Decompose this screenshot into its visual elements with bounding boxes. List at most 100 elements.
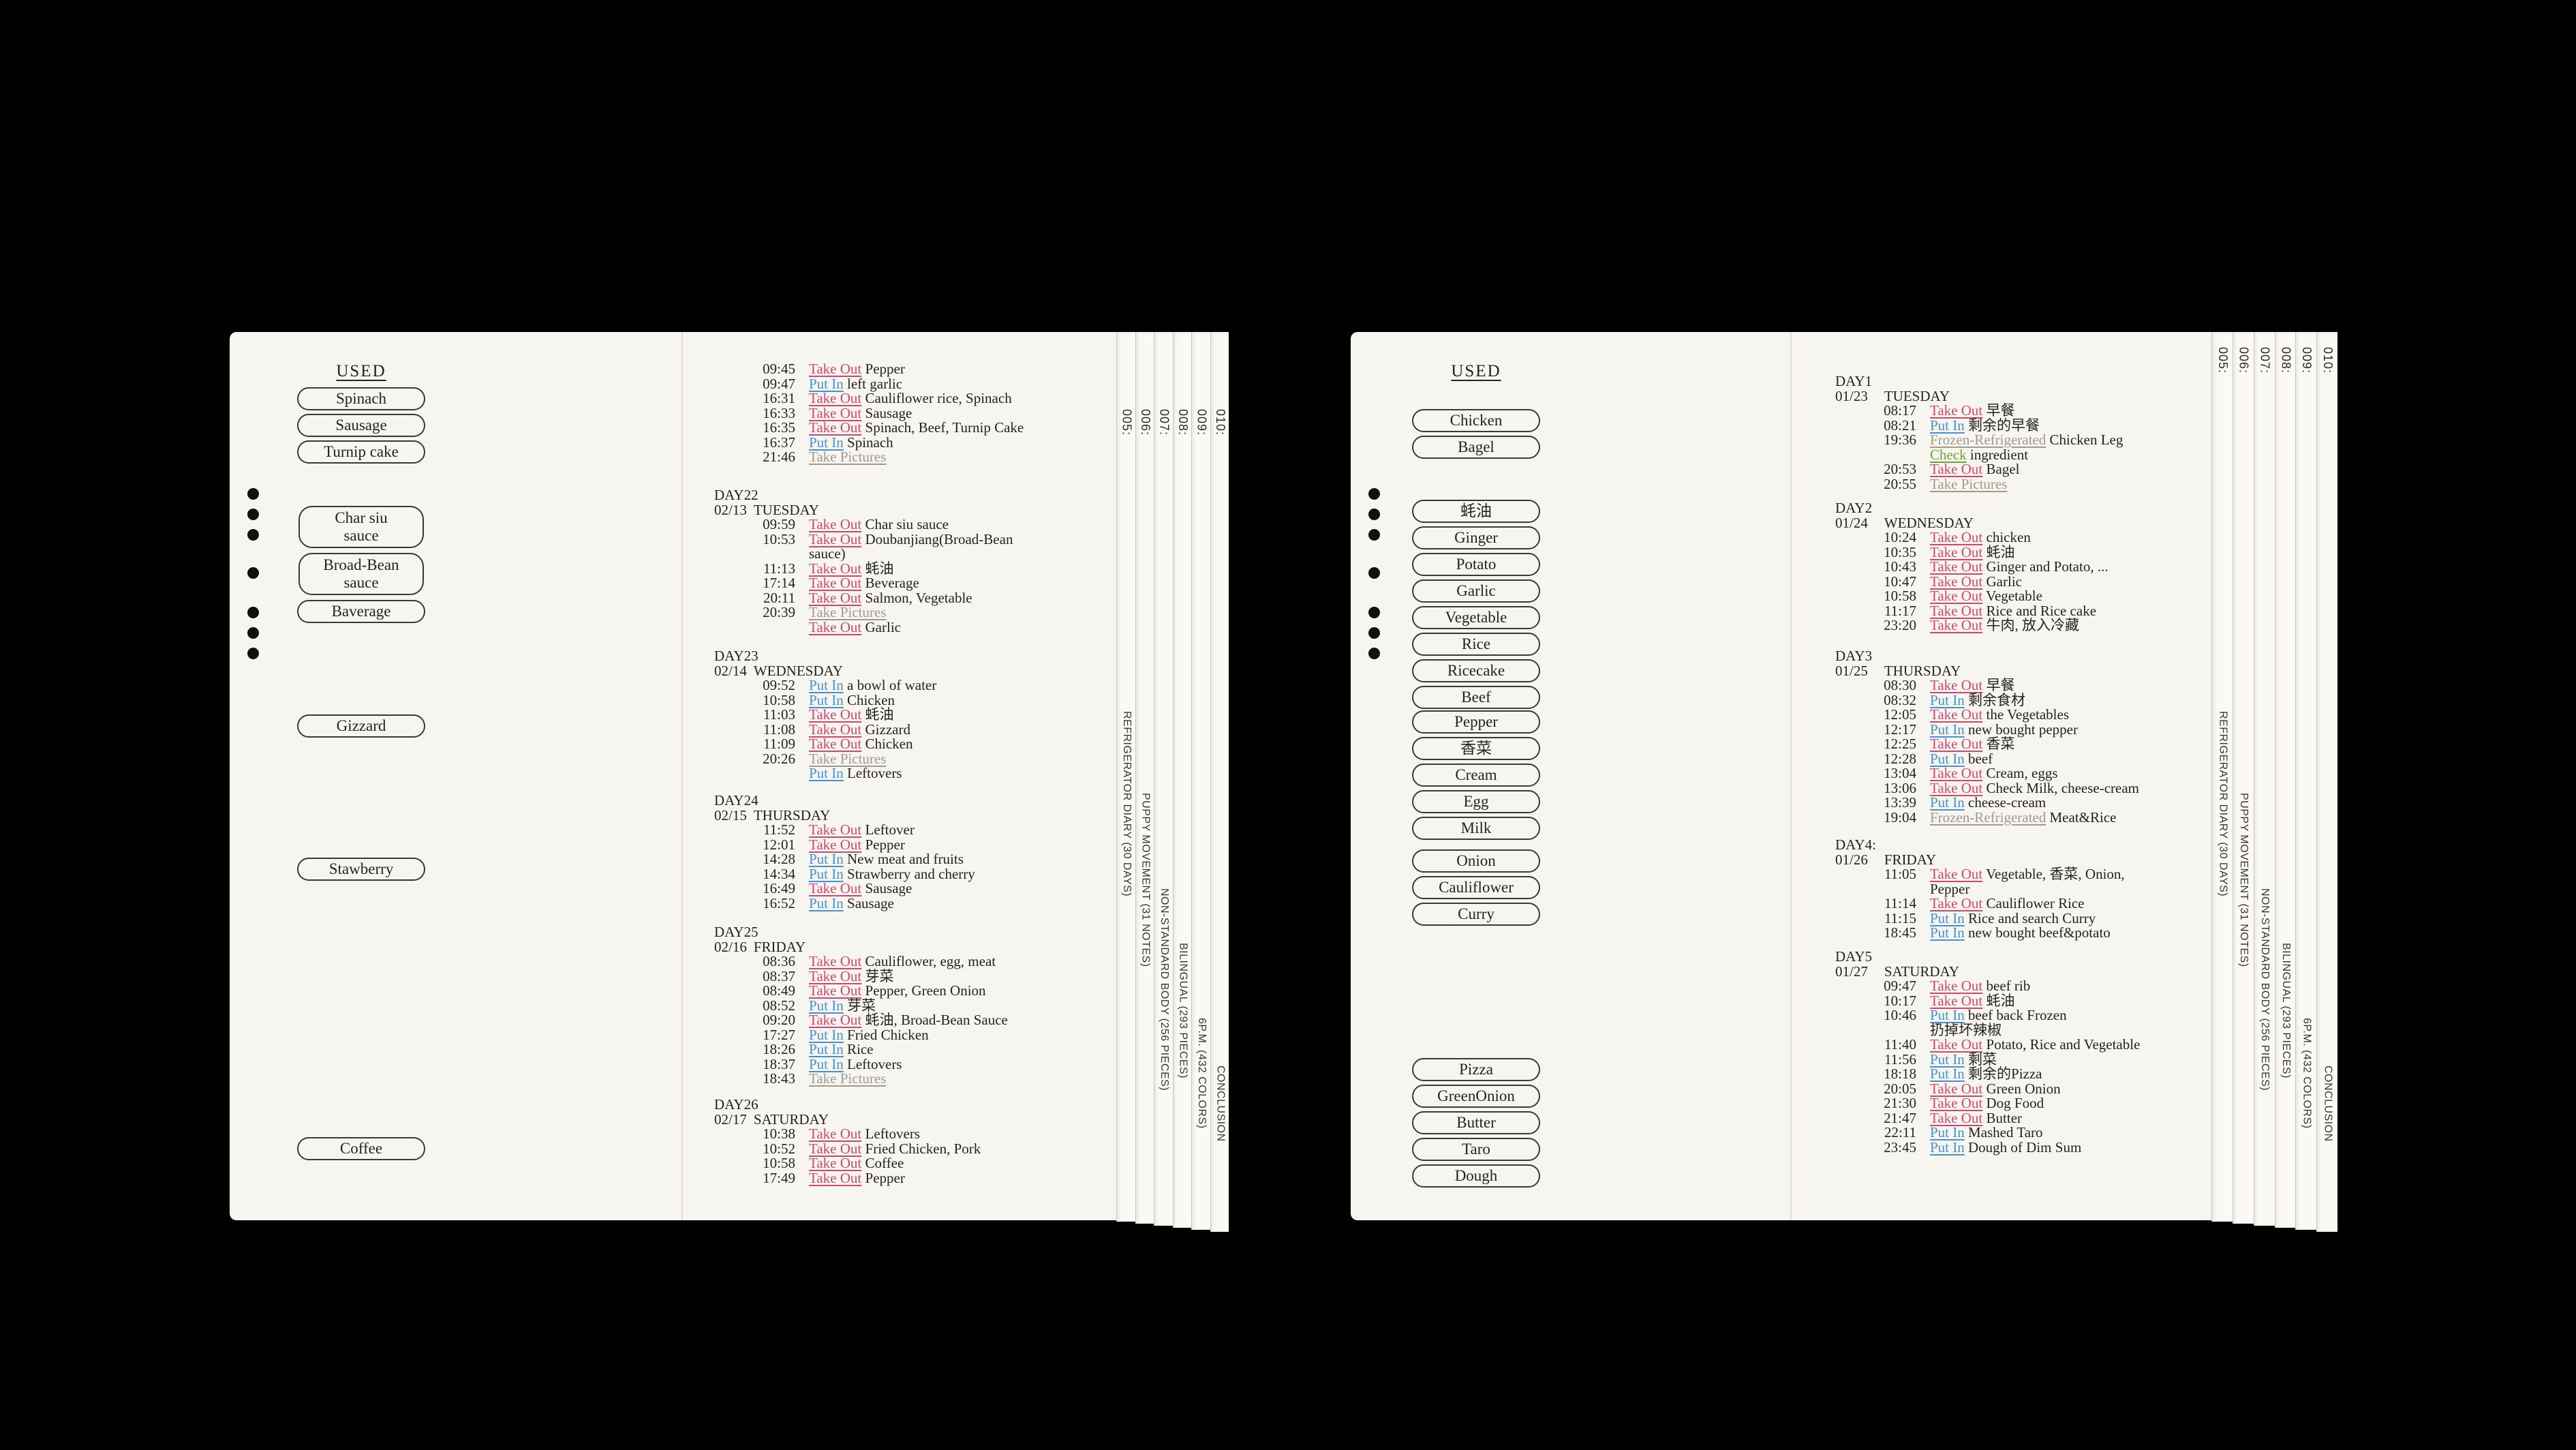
log-time: 21:47 — [1884, 1109, 1916, 1126]
day-weekday: FRIDAY — [753, 938, 806, 955]
log-item: beef — [1964, 750, 1993, 767]
day-number: DAY24 — [714, 792, 758, 809]
log-row: 17:14 Take Out Beverage — [707, 575, 1102, 591]
action-take-out: Take Out — [1930, 1095, 1983, 1111]
action-put-in: Put In — [809, 1055, 844, 1072]
log-entry: Take Out 牛肉, 放入冷藏 — [1930, 618, 2079, 633]
log-item: Gizzard — [861, 721, 910, 738]
log-entry: Put In 剩余的Pizza — [1930, 1066, 2042, 1082]
action-put-in: Put In — [1930, 1124, 1965, 1141]
log-time: 23:20 — [1884, 617, 1916, 633]
log-time — [1828, 1023, 1916, 1038]
page-edge-tab: 005: REFRIGERATOR DIARY (30 DAYS) — [2211, 332, 2233, 1222]
log-time: 16:33 — [763, 404, 795, 421]
day-date-line: 02/16 FRIDAY — [707, 938, 1102, 955]
log-time: 20:39 — [763, 604, 795, 620]
log-row: 12:25 Take Out 香菜 — [1828, 736, 2223, 752]
log-entry: Put In cheese-cream — [1930, 795, 2046, 811]
log-row: 10:52 Take Out Fried Chicken, Pork — [707, 1141, 1102, 1157]
log-item: Sausage — [861, 880, 913, 896]
log-item: Pepper — [861, 1169, 905, 1186]
day-number: DAY25 — [714, 924, 758, 940]
day-block: DAY3 01/25 THURSDAY 08:30 Take Out 早餐 08:32 Pu… — [1828, 648, 2223, 825]
log-time: 18:43 — [763, 1070, 795, 1087]
action-take-out: Take Out — [1930, 895, 1983, 911]
log-row: 08:36 Take Out Cauliflower, egg, meat — [707, 954, 1102, 969]
log-item: Sausage — [861, 404, 913, 421]
log-item: Dog Food — [1982, 1095, 2044, 1111]
log-row: 10:58 Put In Chicken — [707, 693, 1102, 708]
log-item: Dough of Dim Sum — [1964, 1138, 2082, 1156]
action-take-out: Take Out — [1930, 617, 1983, 633]
log-time: 17:49 — [763, 1169, 795, 1186]
log-time: 20:26 — [763, 750, 795, 767]
log-row: 20:11 Take Out Salmon, Vegetable — [707, 590, 1102, 606]
log-entry: Take Out Vegetable, 香菜, Onion, — [1930, 866, 2125, 882]
log-time: 12:25 — [1884, 736, 1916, 752]
log-row: 17:49 Take Out Pepper — [707, 1169, 1102, 1186]
log-entry: Take Out Chicken — [809, 736, 913, 752]
used-item-pill: Pizza — [1412, 1058, 1540, 1081]
log-item: Coffee — [861, 1155, 904, 1171]
log-row: 11:40 Take Out Potato, Rice and Vegetable — [1828, 1037, 2223, 1053]
used-item-pill: Dough — [1412, 1164, 1540, 1188]
page-edge-tab: 007: NON-STANDARD BODY (256 PIECES) — [2253, 332, 2275, 1226]
action-take-out: Take Out — [809, 361, 862, 377]
log-time: 08:30 — [1884, 677, 1916, 693]
log-time — [707, 766, 795, 781]
log-item: beef rib — [1982, 978, 2031, 994]
day-date-line: 01/23 TUESDAY — [1828, 389, 2223, 404]
used-item-pill: Vegetable — [1412, 606, 1540, 629]
used-item-pill: Coffee — [297, 1137, 425, 1160]
day-date: 01/26 — [1835, 851, 1868, 868]
action-put-in: Put In — [809, 894, 844, 911]
used-item-group: Char siu sauce Broad-Bean sauce Baverage — [286, 506, 436, 626]
log-time: 10:58 — [763, 1155, 795, 1171]
log-row: 10:58 Take Out Coffee — [707, 1156, 1102, 1171]
used-item-pill: Ginger — [1412, 526, 1540, 549]
binder-hole — [247, 648, 259, 659]
used-item-pill: Gizzard — [297, 714, 425, 738]
used-item-pill: Char siu sauce — [298, 506, 424, 548]
page-edge-tab: 006: PUPPY MOVEMENT (31 NOTES) — [1135, 332, 1154, 1224]
used-item-pill: Ricecake — [1412, 659, 1540, 682]
log-entry: Take Out Leftovers — [809, 1126, 920, 1142]
action-take-out: Take Out — [1930, 992, 1983, 1009]
log-entry: Take Out Fried Chicken, Pork — [809, 1141, 981, 1157]
day-block: DAY2 01/24 WEDNESDAY 10:24 Take Out chicken 1… — [1828, 500, 2223, 633]
used-item-pill: Cauliflower — [1412, 876, 1540, 899]
log-time: 23:45 — [1884, 1138, 1916, 1156]
log-time: 12:17 — [1884, 721, 1916, 738]
log-row: sauce) — [707, 546, 1102, 562]
day-date: 01/23 — [1835, 387, 1868, 404]
action-take-out: Take Out — [809, 967, 862, 984]
log-time: 11:52 — [763, 821, 795, 838]
edge-tab-number: 008: — [1176, 409, 1190, 436]
day-date-line: 01/27 SATURDAY — [1828, 964, 2223, 980]
log-entry: Take Pictures — [1930, 477, 2007, 492]
used-item-group: Spinach Sausage Turnip cake — [286, 387, 436, 467]
log-row: 16:37 Put In Spinach — [707, 435, 1102, 451]
day-number: DAY2 — [1835, 500, 1873, 516]
log-entry: Take Out chicken — [1930, 530, 2031, 545]
log-row: 09:47 Put In left garlic — [707, 376, 1102, 392]
log-entry: Take Out Char siu sauce — [809, 517, 949, 532]
action-take-out: Take Out — [809, 1169, 862, 1186]
log-row: 21:30 Take Out Dog Food — [1828, 1096, 2223, 1111]
log-row: 20:26 Take Pictures — [707, 750, 1102, 767]
edge-tab-title: CONCLUSION — [2322, 1066, 2334, 1142]
log-time: 18:26 — [763, 1041, 795, 1057]
log-entry: Take Out Spinach, Beef, Turnip Cake — [809, 420, 1024, 436]
day-number: DAY4: — [1835, 836, 1876, 853]
log-entry: Take Out Dog Food — [1930, 1096, 2044, 1111]
day-block: DAY22 02/13 TUESDAY 09:59 Take Out Char siu … — [707, 487, 1102, 635]
log-entry: Put In beef back Frozen — [1930, 1008, 2067, 1023]
log-row: 12:28 Put In beef — [1828, 750, 2223, 767]
log-entry: Take Out 早餐 — [1930, 403, 2015, 419]
binder-hole — [247, 607, 259, 618]
log-time: 11:09 — [763, 736, 795, 752]
log-time: 16:35 — [763, 419, 795, 436]
log-item: Cauliflower, egg, meat — [861, 953, 996, 969]
log-item: 剩菜 — [1964, 1051, 1997, 1068]
log-entry: Take Out Garlic — [809, 620, 901, 635]
